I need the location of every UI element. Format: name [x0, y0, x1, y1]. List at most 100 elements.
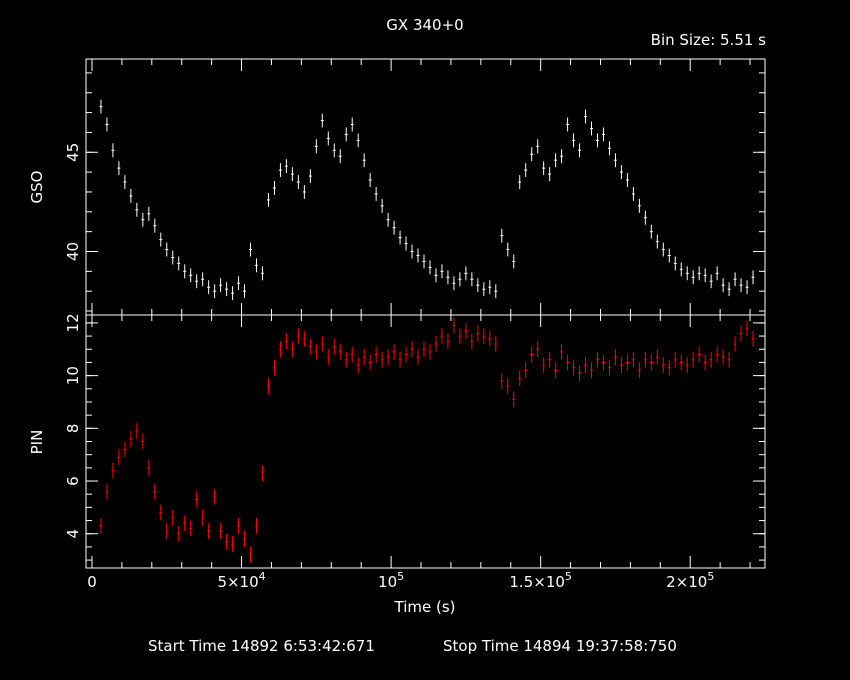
- pin-data-point: [177, 525, 181, 542]
- pin-data-point: [536, 341, 540, 358]
- pin-data-point: [518, 370, 522, 387]
- pin-data-point: [290, 341, 294, 358]
- gso-data-point: [476, 278, 480, 293]
- pin-data-point: [482, 328, 486, 344]
- gso-data-point: [344, 127, 348, 142]
- pin-data-point: [607, 359, 611, 376]
- gso-data-point: [488, 280, 492, 295]
- pin-data-point: [721, 349, 725, 366]
- pin-data-point: [296, 328, 300, 344]
- pin-data-point: [416, 349, 420, 366]
- pin-data-point: [703, 354, 707, 371]
- pin-data-point: [243, 531, 247, 547]
- pin-data-point: [231, 536, 235, 553]
- pin-data-point: [578, 365, 582, 381]
- gso-data-point: [243, 284, 247, 299]
- gso-data-point: [338, 149, 342, 164]
- pin-data-point: [254, 517, 258, 534]
- gso-data-point: [607, 141, 611, 156]
- gso-data-point: [177, 256, 181, 271]
- gso-data-point: [667, 248, 671, 263]
- pin-data-point: [278, 341, 282, 358]
- gso-data-point: [494, 284, 498, 299]
- gso-data-point: [578, 143, 582, 158]
- pin-data-point: [207, 523, 211, 540]
- pin-data-point: [392, 343, 396, 360]
- pin-data-point: [566, 354, 570, 371]
- gso-data-point: [153, 218, 157, 233]
- pin-data-point: [332, 338, 336, 355]
- gso-data-point: [111, 143, 115, 158]
- gso-data-point: [290, 167, 294, 182]
- pin-data-point: [165, 523, 169, 540]
- pin-data-point: [189, 520, 193, 537]
- pin-data-point: [344, 351, 348, 368]
- pin-data-point: [428, 343, 432, 360]
- gso-data-point: [296, 175, 300, 189]
- gso-data-point: [195, 274, 199, 289]
- x-tick-label: 2×105: [666, 570, 714, 591]
- gso-data-point: [572, 133, 576, 148]
- pin-data-point: [590, 362, 594, 379]
- gso-data-point: [715, 266, 719, 281]
- pin-data-point: [733, 336, 737, 352]
- gso-data-point: [739, 278, 743, 293]
- gso-data-point: [452, 276, 456, 291]
- pin-data-point: [542, 357, 546, 373]
- start-time-label: Start Time 14892 6:53:42:671: [148, 637, 375, 655]
- gso-data-point: [260, 266, 264, 281]
- gso-data-point: [165, 242, 169, 257]
- pin-ytick-label: 10: [64, 366, 82, 385]
- pin-data-point: [374, 346, 378, 363]
- pin-ytick-label: 6: [64, 476, 82, 486]
- pin-data-point: [625, 354, 629, 371]
- pin-data-point: [661, 357, 665, 373]
- pin-data-point: [201, 510, 205, 526]
- pin-data-point: [159, 504, 163, 521]
- pin-data-point: [260, 465, 264, 482]
- pin-data-point: [398, 351, 402, 368]
- pin-ytick-label: 4: [64, 529, 82, 539]
- pin-data-point: [326, 349, 330, 366]
- pin-data-point: [147, 459, 151, 476]
- pin-axis-label: PIN: [28, 430, 46, 455]
- gso-data-point: [685, 266, 689, 281]
- gso-data-point: [434, 268, 438, 283]
- bin-size-label: Bin Size: 5.51 s: [651, 31, 767, 49]
- gso-data-point: [135, 202, 139, 217]
- gso-data-point: [727, 282, 731, 297]
- gso-data-point: [320, 113, 324, 128]
- gso-data-point: [751, 270, 755, 285]
- pin-data-point: [506, 378, 510, 395]
- gso-data-point: [278, 163, 282, 178]
- gso-data-point: [613, 153, 617, 168]
- gso-data-point: [601, 127, 605, 142]
- pin-data-point: [314, 343, 318, 360]
- pin-data-point: [117, 449, 121, 466]
- gso-data-point: [673, 256, 677, 271]
- pin-panel: 4 6 8 10 12 PIN: [28, 313, 766, 569]
- pin-data-point: [368, 354, 372, 371]
- pin-data-point: [512, 391, 516, 408]
- gso-data-point: [249, 242, 253, 257]
- gso-data-point: [649, 224, 653, 239]
- pin-data-point: [219, 523, 223, 540]
- gso-data-point: [404, 236, 408, 251]
- gso-data-point: [392, 220, 396, 235]
- x-tick-label: 0: [87, 573, 97, 591]
- pin-data-point: [308, 338, 312, 355]
- gso-data-point: [566, 117, 570, 132]
- pin-data-point: [530, 346, 534, 363]
- pin-data-point: [488, 330, 492, 347]
- stop-time-label: Stop Time 14894 19:37:58:750: [443, 637, 677, 655]
- gso-data-point: [201, 272, 205, 287]
- pin-data-point: [380, 351, 384, 368]
- pin-data-point: [715, 346, 719, 363]
- pin-data-point: [524, 362, 528, 379]
- gso-data-point: [374, 187, 378, 201]
- pin-data-point: [446, 333, 450, 350]
- pin-data-point: [111, 462, 115, 479]
- gso-data-point: [231, 286, 235, 301]
- gso-data-point: [356, 133, 360, 148]
